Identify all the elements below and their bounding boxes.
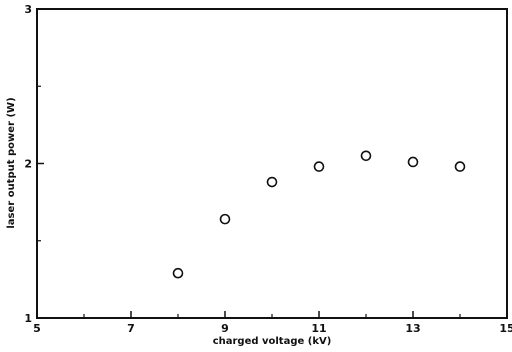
x-tick-label: 7 <box>127 322 135 335</box>
y-tick-label: 3 <box>24 3 32 16</box>
x-tick-label: 11 <box>311 322 326 335</box>
data-point <box>360 150 372 162</box>
data-point <box>407 156 419 168</box>
data-point <box>172 267 184 279</box>
y-tick-label: 2 <box>24 158 32 171</box>
data-point <box>313 161 325 172</box>
x-tick-label: 5 <box>33 322 41 335</box>
y-axis-title: laser output power (W) <box>6 97 17 228</box>
plot-frame <box>36 8 508 319</box>
x-axis: 5 7 9 11 13 15 <box>33 311 512 335</box>
data-point <box>266 176 278 188</box>
data-point <box>454 161 466 172</box>
x-tick-label: 13 <box>405 322 420 335</box>
x-tick-label: 9 <box>221 322 229 335</box>
x-axis-title: charged voltage (kV) <box>213 336 332 347</box>
y-axis: 1 2 3 <box>24 3 44 325</box>
y-tick-label: 1 <box>24 312 32 325</box>
x-tick-label: 15 <box>499 322 512 335</box>
data-point <box>219 213 231 225</box>
data-points <box>172 150 466 279</box>
